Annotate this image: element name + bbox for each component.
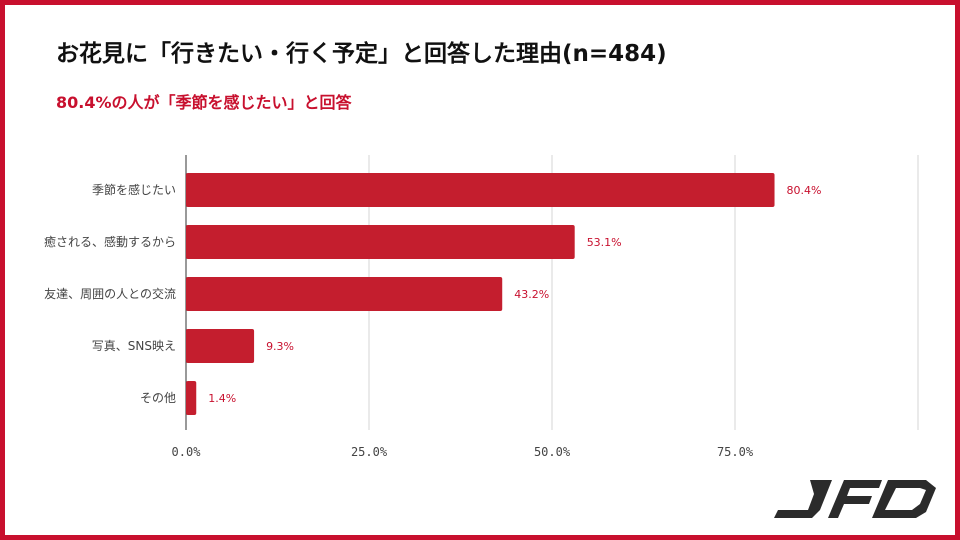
bar — [186, 173, 775, 207]
bar — [186, 225, 575, 259]
category-label: 癒される、感動するから — [44, 234, 176, 249]
data-label: 80.4% — [787, 184, 822, 197]
category-label: 季節を感じたい — [92, 182, 176, 197]
bar — [186, 381, 197, 415]
x-tick-label: 50.0% — [534, 445, 571, 459]
data-label: 53.1% — [587, 236, 622, 249]
data-label: 1.4% — [208, 392, 236, 405]
jfd-logo — [774, 480, 936, 518]
chart-subtitle: 80.4%の人が「季節を感じたい」と回答 — [56, 93, 352, 112]
category-label: 写真、SNS映え — [92, 339, 176, 353]
x-tick-label: 25.0% — [351, 445, 388, 459]
data-label: 9.3% — [266, 340, 294, 353]
data-label: 43.2% — [514, 288, 549, 301]
page-title: お花見に「行きたい・行く予定」と回答した理由(n=484) — [56, 41, 667, 67]
x-tick-label: 0.0% — [172, 445, 202, 459]
bar — [186, 329, 255, 363]
category-label: 友達、周囲の人との交流 — [44, 286, 176, 301]
x-tick-label: 75.0% — [717, 445, 754, 459]
bar — [186, 277, 503, 311]
category-label: その他 — [140, 391, 176, 405]
